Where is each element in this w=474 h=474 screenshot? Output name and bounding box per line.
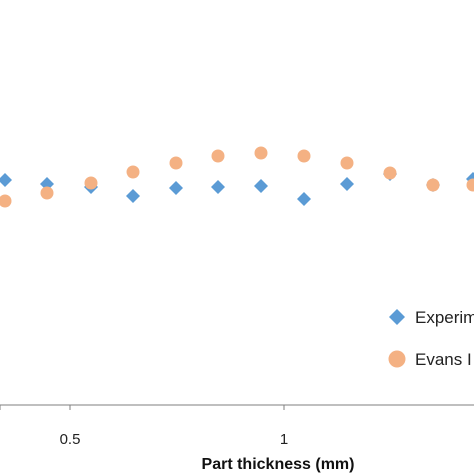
legend-label: Experim — [415, 308, 474, 327]
data-point-circle — [340, 156, 354, 170]
data-point-circle — [383, 166, 397, 180]
data-point-circle — [426, 178, 440, 192]
x-axis-title: Part thickness (mm) — [202, 456, 355, 473]
data-point-diamond — [40, 177, 54, 191]
data-point-circle — [84, 176, 98, 190]
x-tick-label: 0.5 — [60, 431, 81, 448]
data-point-circle — [297, 149, 311, 163]
series-evans — [0, 146, 474, 208]
data-point-circle — [211, 149, 225, 163]
data-point-circle — [254, 146, 268, 160]
x-ticks — [0, 405, 285, 410]
data-point-diamond — [254, 179, 268, 193]
legend-marker — [388, 350, 406, 368]
data-point-circle — [169, 156, 183, 170]
x-tick-label: 1 — [280, 431, 288, 448]
legend-label: Evans I — [415, 350, 472, 369]
data-point-circle — [40, 186, 54, 200]
data-point-diamond — [211, 180, 225, 194]
data-point-diamond — [0, 173, 12, 187]
data-point-circle — [466, 178, 474, 192]
data-point-diamond — [169, 181, 183, 195]
legend-items: Experim Evans I — [388, 308, 474, 369]
data-point-diamond — [126, 189, 140, 203]
legend-marker — [389, 309, 405, 325]
legend: Experim Evans I — [388, 308, 474, 369]
axis-layer: 0.5 1 Part thickness (mm) — [0, 404, 474, 473]
data-point-diamond — [297, 192, 311, 206]
series-experimental — [0, 167, 474, 206]
data-point-diamond — [340, 177, 354, 191]
data-point-circle — [126, 165, 140, 179]
points-layer — [0, 146, 474, 208]
data-point-circle — [0, 194, 12, 208]
x-tick-labels: 0.5 1 — [60, 431, 289, 448]
